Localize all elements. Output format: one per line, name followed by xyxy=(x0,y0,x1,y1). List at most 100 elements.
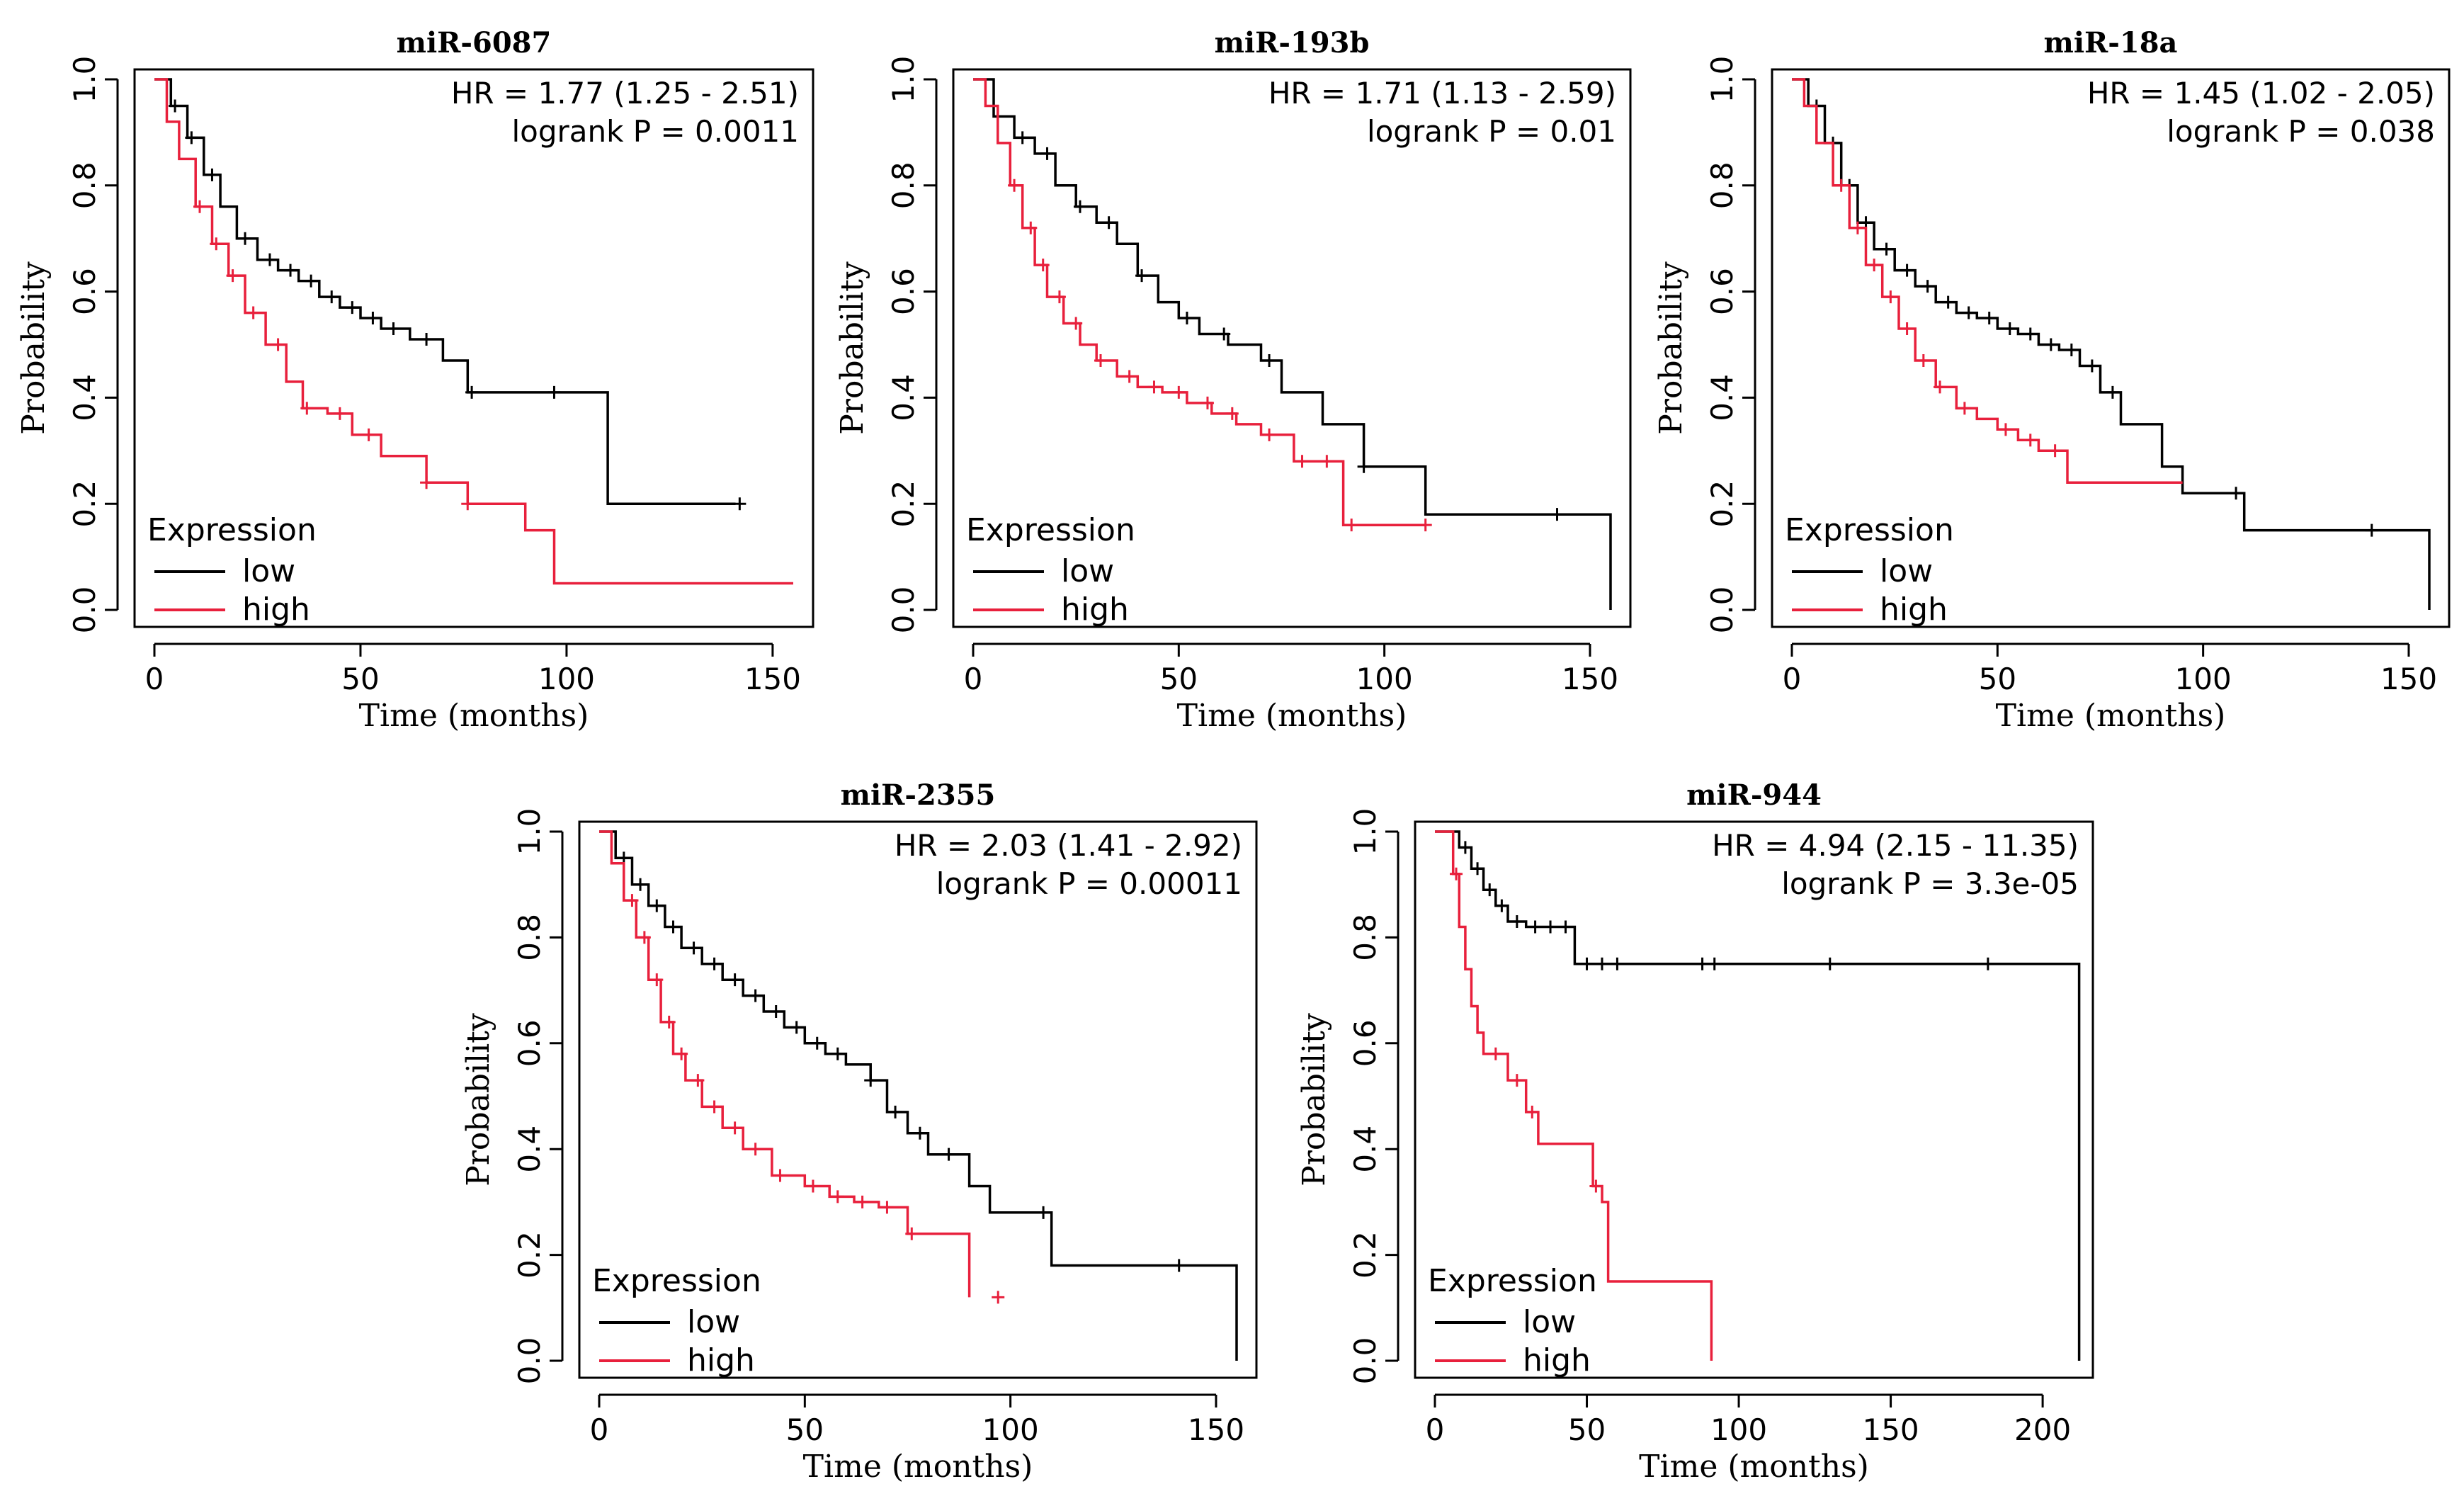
panel-title: miR-944 xyxy=(1686,778,1822,812)
censor-mark-high xyxy=(675,1047,688,1060)
censor-mark-low xyxy=(708,957,721,970)
y-tick-label: 0.0 xyxy=(886,587,921,634)
censor-mark-low xyxy=(1708,957,1721,970)
y-tick-label: 0.4 xyxy=(1348,1126,1383,1173)
panel-title: miR-6087 xyxy=(397,26,552,60)
y-tick-label: 0.0 xyxy=(512,1337,547,1385)
km-curve-high xyxy=(973,78,1426,526)
x-tick-label: 150 xyxy=(2380,662,2437,696)
legend-title: Expression xyxy=(1785,512,1954,548)
censor-mark-low xyxy=(547,385,561,399)
censor-mark-low xyxy=(1559,920,1572,934)
censor-mark-high xyxy=(1999,423,2012,436)
censor-mark-low xyxy=(1263,353,1276,367)
legend-item-high: high xyxy=(687,1342,755,1378)
censor-mark-low xyxy=(1550,508,1564,521)
censor-mark-high xyxy=(1851,221,1864,234)
y-tick-label: 1.0 xyxy=(1705,56,1739,103)
y-axis-label: Probability xyxy=(834,261,870,435)
censor-mark-high xyxy=(1489,1047,1502,1060)
y-tick-label: 0.8 xyxy=(512,914,547,961)
x-tick-label: 50 xyxy=(341,662,379,696)
censor-mark-low xyxy=(1510,914,1523,928)
censor-mark-low xyxy=(1217,327,1231,341)
censor-mark-low xyxy=(2044,338,2057,351)
censor-mark-high xyxy=(1295,455,1309,468)
censor-mark-low xyxy=(169,99,182,113)
y-tick-label: 0.2 xyxy=(512,1231,547,1279)
censor-mark-low xyxy=(1982,312,1996,325)
x-tick-label: 50 xyxy=(1568,1412,1606,1447)
censor-mark-high xyxy=(1225,407,1239,420)
censor-mark-high xyxy=(1917,353,1930,367)
censor-mark-high xyxy=(625,894,639,907)
censor-mark-high xyxy=(1419,519,1432,532)
censor-mark-high xyxy=(1094,353,1107,367)
censor-mark-high xyxy=(662,1015,676,1029)
legend-item-high: high xyxy=(242,591,310,628)
censor-mark-low xyxy=(2065,343,2078,356)
censor-mark-low xyxy=(2230,487,2243,500)
censor-mark-high xyxy=(880,1201,894,1214)
censor-mark-low xyxy=(263,253,276,266)
x-tick-label: 0 xyxy=(590,1412,609,1447)
km-curve-low xyxy=(599,830,1238,1361)
censor-mark-low xyxy=(1495,899,1509,912)
logrank-p-text: logrank P = 0.00011 xyxy=(936,866,1242,901)
y-tick-label: 0.0 xyxy=(67,587,102,634)
censor-mark-low xyxy=(1962,306,1975,319)
censor-mark-low xyxy=(420,333,433,346)
censor-mark-low xyxy=(185,131,198,145)
censor-mark-low xyxy=(1544,920,1557,934)
y-tick-label: 0.2 xyxy=(1705,480,1739,528)
legend-item-high: high xyxy=(1061,591,1129,628)
y-tick-label: 1.0 xyxy=(1348,808,1383,856)
censor-mark-low xyxy=(650,899,664,912)
censor-mark-high xyxy=(1320,455,1334,468)
y-tick-label: 0.2 xyxy=(1348,1231,1383,1279)
hazard-ratio-text: HR = 1.71 (1.13 - 2.59) xyxy=(1268,76,1616,111)
logrank-p-text: logrank P = 0.038 xyxy=(2167,114,2435,149)
censor-mark-low xyxy=(1900,264,1914,277)
censor-mark-low xyxy=(1180,312,1193,325)
censor-mark-low xyxy=(1696,957,1709,970)
censor-mark-high xyxy=(728,1121,742,1135)
censor-mark-high xyxy=(1052,290,1066,304)
censor-mark-low xyxy=(2023,327,2037,341)
y-tick-label: 1.0 xyxy=(67,56,102,103)
censor-mark-low xyxy=(1580,957,1594,970)
censor-mark-low xyxy=(1611,957,1624,970)
censor-mark-low xyxy=(1102,216,1115,230)
x-tick-label: 150 xyxy=(1188,1412,1244,1447)
x-tick-label: 0 xyxy=(145,662,164,696)
y-tick-label: 0.2 xyxy=(67,480,102,528)
censor-mark-low xyxy=(387,322,400,336)
censor-mark-high xyxy=(193,200,207,213)
km-panel-mir-6087: miR-6087 0 50 100 150 Time (months) 0.0 0.2 0.4 0… xyxy=(16,26,814,734)
km-curve-high xyxy=(154,78,793,585)
censor-mark-high xyxy=(1868,259,1881,272)
censor-mark-low xyxy=(2003,322,2016,336)
censor-mark-high xyxy=(1510,1074,1523,1087)
censor-mark-low xyxy=(634,878,647,891)
x-tick-label: 0 xyxy=(1783,662,1802,696)
censor-mark-low xyxy=(864,1074,878,1087)
censor-mark-high xyxy=(1024,221,1038,234)
x-tick-label: 0 xyxy=(1426,1412,1445,1447)
censor-mark-low xyxy=(1172,1259,1186,1272)
y-tick-label: 0.8 xyxy=(886,162,921,209)
plot-frame xyxy=(1771,68,2451,628)
censor-mark-high xyxy=(1008,179,1021,192)
legend-item-low: low xyxy=(242,553,295,589)
x-axis-label: Time (months) xyxy=(1177,698,1407,734)
y-tick-label: 0.4 xyxy=(1705,374,1739,421)
y-tick-label: 0.4 xyxy=(512,1126,547,1173)
km-panel-mir-193b: miR-193b 0 50 100 150 Time (months) 0.0 0.2 0.4 0… xyxy=(834,26,1632,734)
censor-mark-low xyxy=(1073,200,1086,213)
censor-mark-high xyxy=(1526,1105,1539,1118)
x-axis-label: Time (months) xyxy=(359,698,589,734)
censor-mark-low xyxy=(831,1047,844,1060)
y-tick-label: 0.6 xyxy=(1705,268,1739,315)
censor-mark-high xyxy=(1172,385,1186,399)
censor-mark-low xyxy=(205,168,219,181)
